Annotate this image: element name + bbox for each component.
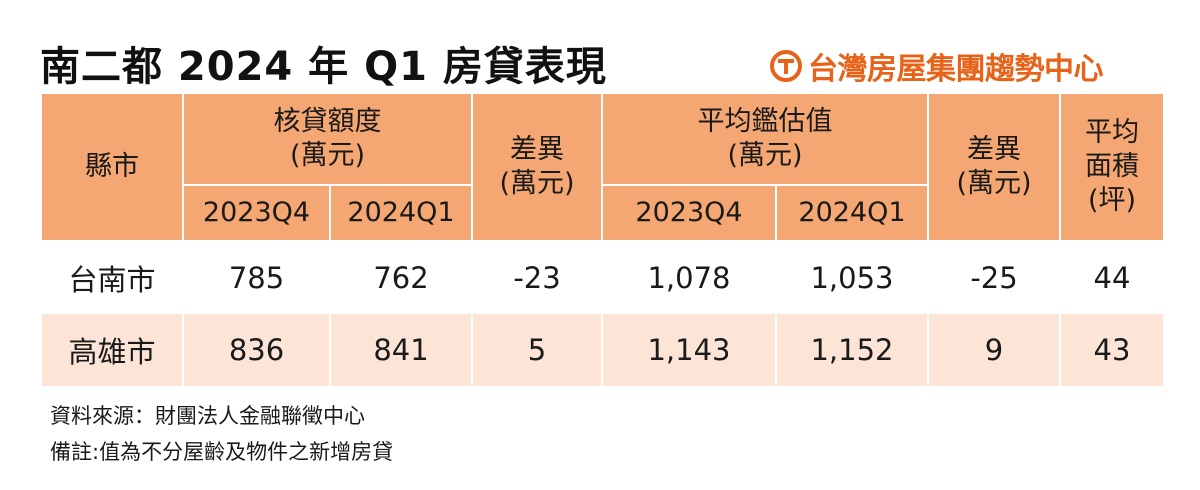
remark-note: 備註:值為不分屋齡及物件之新增房貸 (50, 440, 394, 464)
cell-val-diff: -25 (927, 241, 1061, 314)
table-row: 高雄市 836 841 5 1,143 1,152 9 43 (40, 314, 1165, 386)
header-val-2024q1: 2024Q1 (775, 184, 929, 242)
page-title: 南二都 2024 年 Q1 房貸表現 (40, 44, 607, 90)
header-city: 縣市 (40, 92, 184, 242)
cell-val-diff: 9 (927, 314, 1061, 386)
cell-loan-diff: 5 (471, 314, 603, 386)
table-row: 台南市 785 762 -23 1,078 1,053 -25 44 (40, 241, 1165, 314)
header-avg-area: 平均 面積 (坪) (1059, 92, 1165, 242)
cell-loan-2023q4: 836 (182, 314, 331, 386)
cell-loan-2024q1: 762 (329, 241, 473, 314)
header-loan-amount: 核貸額度 (萬元) (182, 92, 473, 186)
cell-val-2023q4: 1,078 (601, 241, 777, 314)
cell-city: 台南市 (40, 241, 184, 314)
header-loan-diff: 差異 (萬元) (471, 92, 603, 242)
cell-val-2024q1: 1,053 (775, 241, 929, 314)
footnotes: 資料來源：財團法人金融聯徵中心 備註:值為不分屋齡及物件之新增房貸 (50, 398, 393, 470)
header-loan-2024q1: 2024Q1 (329, 184, 473, 242)
source-note: 資料來源：財團法人金融聯徵中心 (50, 404, 365, 428)
cell-city: 高雄市 (40, 314, 184, 386)
header-loan-2023q4: 2023Q4 (182, 184, 331, 242)
cell-area: 43 (1059, 314, 1165, 386)
cell-area: 44 (1059, 241, 1165, 314)
header-val-2023q4: 2023Q4 (601, 184, 777, 242)
cell-loan-2023q4: 785 (182, 241, 331, 314)
cell-val-2024q1: 1,152 (775, 314, 929, 386)
header-avg-valuation: 平均鑑估值 (萬元) (601, 92, 929, 186)
logo-text: 台灣房屋集團趨勢中心 (808, 52, 1104, 87)
cell-val-2023q4: 1,143 (601, 314, 777, 386)
brand-logo: 台灣房屋集團趨勢中心 (770, 44, 1104, 88)
mortgage-table: 縣市 核貸額度 (萬元) 差異 (萬元) 平均鑑估值 (萬元) 差異 (萬元) … (40, 92, 1165, 386)
header-val-diff: 差異 (萬元) (927, 92, 1061, 242)
taiwan-house-logo-icon (770, 50, 802, 82)
cell-loan-2024q1: 841 (329, 314, 473, 386)
cell-loan-diff: -23 (471, 241, 603, 314)
